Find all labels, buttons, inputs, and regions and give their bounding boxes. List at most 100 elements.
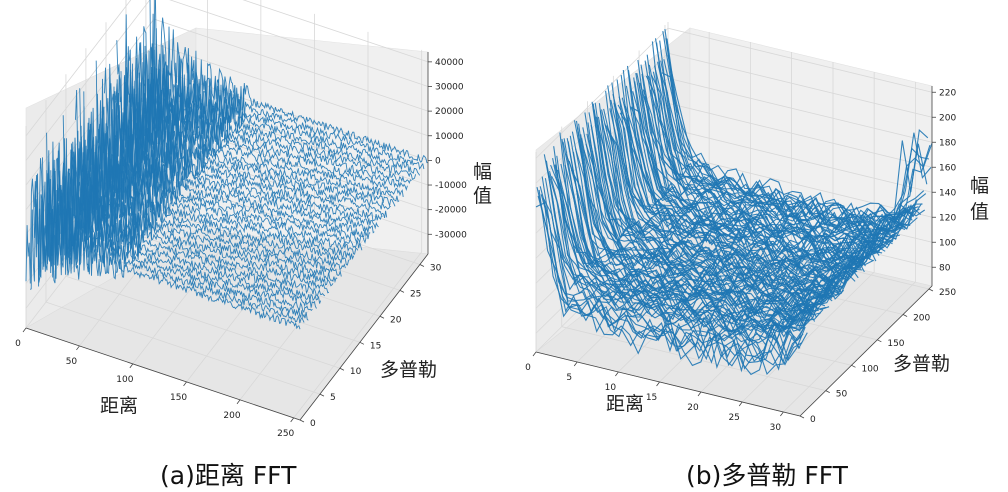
z-axis-label-2: 值 [473, 185, 492, 207]
x-tick-mark [573, 361, 578, 367]
series-line [544, 178, 810, 344]
grid-line-x [186, 13, 315, 383]
grid-line-x [783, 81, 916, 413]
series-lines [535, 29, 933, 376]
grid-line-x [79, 0, 208, 347]
range-fft-chart: 0 50 100 150 200 250 0 5 10 15 20 25 30 40000 30000 2… [15, 0, 492, 490]
x-tick-label: 20 [687, 403, 699, 413]
z-tick-label: -10000 [435, 181, 467, 191]
series-line [632, 91, 897, 260]
grid-line-z [535, 27, 933, 159]
x-axis-line [535, 351, 801, 417]
series-line [596, 125, 862, 293]
z-axis-label-1: 幅 [473, 161, 492, 183]
z-tick-label: 200 [939, 113, 956, 123]
series-line [571, 131, 837, 314]
y-tick-mark [299, 419, 305, 423]
y-tick-label: 200 [913, 313, 930, 323]
series-line [153, 0, 429, 164]
caption: (b)多普勒 FFT [686, 461, 849, 490]
y-axis-label: 多普勒 [380, 359, 437, 381]
x-tick-mark [236, 399, 241, 405]
y-tick-label: 250 [939, 288, 956, 298]
series-line [543, 154, 809, 346]
series-line [618, 96, 884, 273]
x-tick-mark [183, 381, 187, 387]
x-axis-label: 距离 [606, 393, 644, 415]
y-tick-mark [419, 264, 425, 267]
series-line [622, 69, 888, 264]
series-line [594, 102, 860, 292]
series-line [583, 149, 849, 308]
grid-line-z [25, 0, 429, 137]
x-axis-line [25, 327, 301, 421]
grid-line-x [132, 0, 262, 365]
y-tick-mark [399, 289, 405, 293]
z-tick-label: 20000 [435, 107, 464, 117]
y-tick-label: 150 [887, 339, 904, 349]
y-tick-label: 25 [410, 289, 421, 299]
z-tick-label: -20000 [435, 206, 467, 216]
y-tick-label: 30 [430, 263, 442, 273]
series-line [132, 36, 408, 191]
y-tick-mark [799, 415, 805, 419]
z-tick-label: 140 [939, 188, 956, 198]
x-tick-mark [22, 327, 27, 333]
series-line [551, 175, 816, 340]
z-axis-label-2: 值 [970, 201, 989, 223]
x-tick-label: 150 [170, 393, 187, 403]
x-tick-label: 25 [728, 413, 739, 423]
series-line [54, 142, 330, 294]
x-tick-label: 0 [525, 363, 531, 373]
series-line [664, 29, 930, 225]
series-line [657, 61, 923, 232]
series-lines [25, 0, 429, 330]
y-tick-mark [902, 314, 908, 317]
x-tick-label: 200 [223, 411, 240, 421]
y-tick-mark [851, 364, 856, 368]
x-tick-label: 15 [646, 393, 657, 403]
y-axis-line [799, 285, 933, 417]
series-line [542, 197, 808, 366]
x-tick-labels: 0 50 100 150 200 250 [15, 327, 295, 439]
series-line [577, 127, 842, 308]
x-tick-mark [76, 345, 80, 351]
series-line [539, 186, 805, 371]
y-tick-mark [319, 393, 325, 397]
z-tick-label: 180 [939, 138, 956, 148]
series-line [637, 59, 903, 251]
x-tick-mark [129, 363, 134, 369]
series-line [585, 143, 851, 303]
z-tick-label: -30000 [435, 230, 467, 240]
x-tick-mark [697, 391, 702, 397]
x-tick-mark [532, 351, 537, 357]
x-tick-label: 50 [66, 357, 78, 367]
series-line [568, 161, 834, 321]
series-line [608, 131, 874, 279]
z-tick-label: 220 [939, 88, 956, 98]
caption: (a)距离 FFT [160, 461, 297, 490]
z-tick-label: 40000 [435, 58, 464, 68]
y-tick-mark [359, 341, 365, 345]
z-tick-label: 160 [939, 163, 956, 173]
x-tick-label: 0 [15, 339, 21, 349]
series-line [665, 38, 931, 221]
x-axis-label: 距离 [100, 395, 138, 417]
series-line [626, 65, 892, 265]
x-tick-label: 5 [566, 373, 572, 383]
z-tick-label: 10000 [435, 132, 464, 142]
z-tick-label: 120 [939, 213, 956, 223]
grid-line-z [25, 18, 429, 186]
grid-line-y [45, 100, 321, 395]
y-tick-label: 0 [810, 415, 816, 425]
series-line [540, 194, 806, 367]
z-tick-label: 0 [435, 156, 441, 166]
z-tick-label: 80 [939, 263, 951, 273]
x-tick-label: 100 [116, 375, 133, 385]
grid-line-x [700, 62, 834, 393]
series-line [647, 75, 913, 244]
x-tick-labels: 0 5 10 15 20 25 30 [525, 351, 784, 433]
x-tick-mark [656, 381, 660, 387]
y-tick-label: 0 [310, 419, 316, 429]
